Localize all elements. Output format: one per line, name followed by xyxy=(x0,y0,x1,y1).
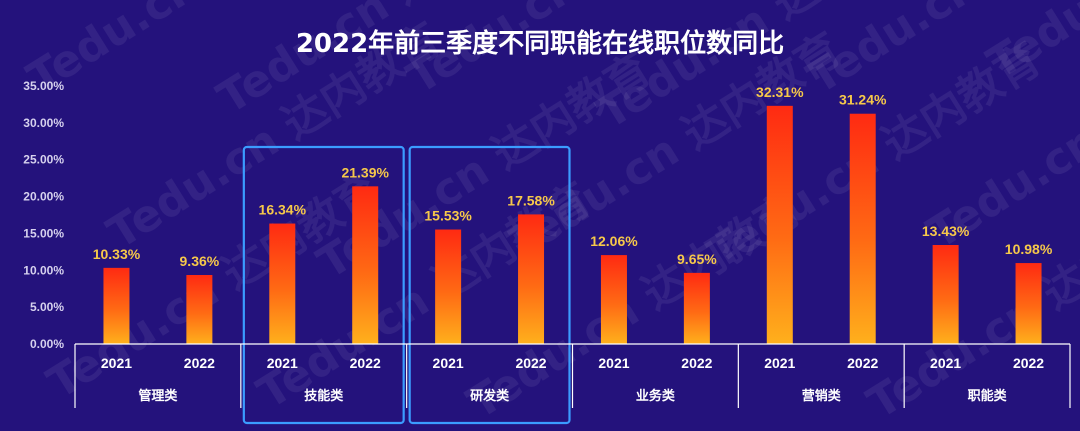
group-label: 营销类 xyxy=(802,388,842,404)
x-tick-label: 2021 xyxy=(930,355,961,371)
value-label: 10.98% xyxy=(1005,241,1053,257)
y-tick-label: 30.00% xyxy=(23,116,64,130)
value-label: 13.43% xyxy=(922,223,970,239)
value-label: 12.06% xyxy=(590,233,638,249)
value-labels: 10.33% 9.36% 16.34% 21.39% 15.53% 17.58% 12.06… xyxy=(93,84,1053,269)
x-tick-label: 2021 xyxy=(101,355,132,371)
y-tick-label: 25.00% xyxy=(23,153,64,167)
value-label: 15.53% xyxy=(424,208,472,224)
x-tick-label: 2022 xyxy=(681,355,712,371)
value-label: 9.65% xyxy=(677,251,717,267)
bar xyxy=(435,229,462,344)
highlight-box xyxy=(242,145,405,425)
x-tick-label: 2021 xyxy=(598,355,629,371)
x-tick-label: 2022 xyxy=(847,355,878,371)
value-label: 17.58% xyxy=(507,192,555,208)
bar xyxy=(1015,263,1042,344)
y-tick-label: 0.00% xyxy=(30,337,64,351)
x-tick-label: 2021 xyxy=(433,355,464,371)
bar xyxy=(103,267,130,344)
group-label: 职能类 xyxy=(968,388,1008,404)
highlight-box xyxy=(408,145,571,425)
y-tick-label: 5.00% xyxy=(30,300,64,314)
value-label: 31.24% xyxy=(839,92,887,108)
value-label: 16.34% xyxy=(259,202,307,218)
value-label: 9.36% xyxy=(180,253,220,269)
x-tick-label: 2022 xyxy=(350,355,381,371)
bar xyxy=(600,255,627,344)
bars xyxy=(103,105,1042,345)
value-label: 10.33% xyxy=(93,246,141,262)
x-tick-label: 2022 xyxy=(184,355,215,371)
bar xyxy=(849,113,876,344)
bar xyxy=(518,214,545,344)
bar xyxy=(269,223,296,344)
x-tick-label: 2021 xyxy=(764,355,795,371)
bar xyxy=(766,105,793,345)
group-label: 技能类 xyxy=(304,388,344,404)
bar xyxy=(683,272,710,344)
value-label: 32.31% xyxy=(756,84,804,100)
x-tick-label: 2022 xyxy=(1013,355,1044,371)
y-tick-label: 10.00% xyxy=(23,263,64,277)
bar xyxy=(186,275,213,344)
x-tick-label: 2022 xyxy=(515,355,546,371)
value-label: 21.39% xyxy=(341,164,389,180)
y-tick-label: 15.00% xyxy=(23,226,64,240)
group-label: 研发类 xyxy=(470,388,510,404)
y-axis: 0.00% 5.00% 10.00% 15.00% 20.00% 25.00% 30.00%… xyxy=(23,79,64,351)
x-tick-label: 2021 xyxy=(267,355,298,371)
chart-title: 2022年前三季度不同职能在线职位数同比 xyxy=(296,28,784,59)
y-tick-label: 20.00% xyxy=(23,190,64,204)
group-label: 管理类 xyxy=(138,388,178,404)
y-tick-label: 35.00% xyxy=(23,79,64,93)
bar xyxy=(352,186,379,344)
group-label: 业务类 xyxy=(636,388,676,404)
bar xyxy=(932,245,959,344)
x-axis: 2021 2022 管理类 2021 2022 技能类 2021 2022 研发类 2021 202… xyxy=(74,343,1071,408)
highlight-boxes xyxy=(242,145,571,425)
